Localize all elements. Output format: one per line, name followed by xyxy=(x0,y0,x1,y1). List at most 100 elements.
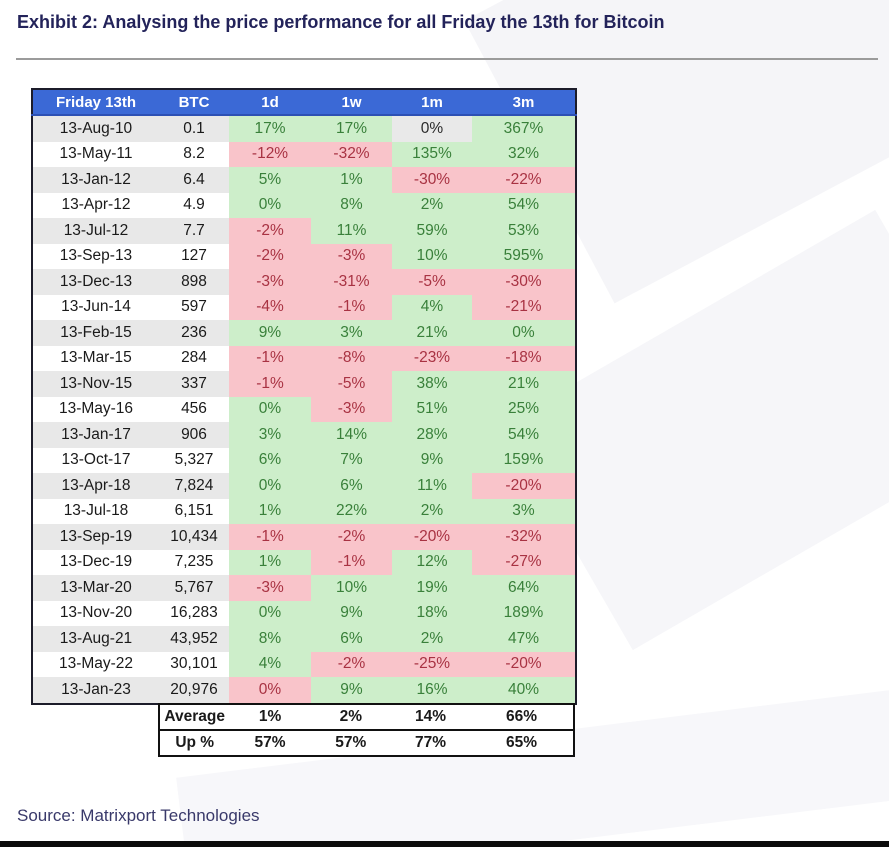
perf-cell: 54% xyxy=(472,192,576,218)
perf-cell: 17% xyxy=(311,115,392,142)
perf-cell: 0% xyxy=(229,600,311,626)
perf-cell: 159% xyxy=(472,447,576,473)
summary-value: 14% xyxy=(414,708,446,725)
summary-value: 57% xyxy=(335,734,367,751)
perf-cell: 0% xyxy=(392,115,472,142)
perf-cell: -22% xyxy=(472,167,576,193)
btc-price-cell: 5,327 xyxy=(159,447,229,473)
summary-value: 66% xyxy=(506,708,538,725)
perf-cell: -32% xyxy=(472,524,576,550)
perf-cell: 189% xyxy=(472,600,576,626)
perf-cell: 51% xyxy=(392,396,472,422)
perf-cell: -3% xyxy=(311,396,392,422)
table-row: 13-Dec-13 898 -3% -31% -5% -30% xyxy=(32,269,576,295)
perf-cell: -5% xyxy=(392,269,472,295)
perf-cell: -27% xyxy=(472,549,576,575)
date-cell: 13-Dec-13 xyxy=(32,269,159,295)
perf-cell: 25% xyxy=(472,396,576,422)
perf-cell: 28% xyxy=(392,422,472,448)
perf-cell: 3% xyxy=(311,320,392,346)
perf-cell: -12% xyxy=(229,141,311,167)
col-header-3m: 3m xyxy=(472,89,576,116)
perf-cell: 4% xyxy=(229,651,311,677)
btc-price-cell: 8.2 xyxy=(159,141,229,167)
table-row: 13-Jul-18 6,151 1% 22% 2% 3% xyxy=(32,498,576,524)
perf-cell: 1% xyxy=(229,549,311,575)
summary-average-row: Average 1% 2% 14% 66% xyxy=(158,703,575,731)
date-cell: 13-Mar-20 xyxy=(32,575,159,601)
table-row: 13-Nov-15 337 -1% -5% 38% 21% xyxy=(32,371,576,397)
perf-cell: 7% xyxy=(311,447,392,473)
perf-cell: 22% xyxy=(311,498,392,524)
perf-cell: 6% xyxy=(311,626,392,652)
summary-value: 77% xyxy=(414,734,446,751)
table-row: 13-May-16 456 0% -3% 51% 25% xyxy=(32,396,576,422)
date-cell: 13-Sep-13 xyxy=(32,243,159,269)
perf-cell: 0% xyxy=(229,396,311,422)
date-cell: 13-Apr-18 xyxy=(32,473,159,499)
btc-price-cell: 20,976 xyxy=(159,677,229,704)
perf-cell: -1% xyxy=(311,549,392,575)
summary-value: 65% xyxy=(506,734,538,751)
perf-cell: 11% xyxy=(311,218,392,244)
table-row: 13-May-22 30,101 4% -2% -25% -20% xyxy=(32,651,576,677)
perf-cell: -8% xyxy=(311,345,392,371)
btc-price-cell: 16,283 xyxy=(159,600,229,626)
summary-label: Up % xyxy=(175,734,215,751)
perf-cell: -25% xyxy=(392,651,472,677)
perf-cell: 14% xyxy=(311,422,392,448)
btc-price-cell: 7.7 xyxy=(159,218,229,244)
perf-cell: 11% xyxy=(392,473,472,499)
table-body: 13-Aug-10 0.1 17% 17% 0% 367% 13-May-11 8.2 -12%… xyxy=(32,115,576,704)
perf-cell: 0% xyxy=(229,677,311,704)
btc-price-cell: 127 xyxy=(159,243,229,269)
table-row: 13-Jan-12 6.4 5% 1% -30% -22% xyxy=(32,167,576,193)
date-cell: 13-Feb-15 xyxy=(32,320,159,346)
perf-cell: 367% xyxy=(472,115,576,142)
table-row: 13-Sep-19 10,434 -1% -2% -20% -32% xyxy=(32,524,576,550)
perf-cell: -20% xyxy=(472,473,576,499)
friday13-performance-table: Friday 13th BTC 1d 1w 1m 3m 13-Aug-10 0.1… xyxy=(31,88,577,705)
perf-cell: 9% xyxy=(311,600,392,626)
perf-cell: 1% xyxy=(311,167,392,193)
perf-cell: 38% xyxy=(392,371,472,397)
date-cell: 13-Oct-17 xyxy=(32,447,159,473)
exhibit-title: Exhibit 2: Analysing the price performan… xyxy=(17,12,665,32)
perf-cell: -30% xyxy=(472,269,576,295)
perf-cell: -2% xyxy=(229,218,311,244)
table-row: 13-Aug-21 43,952 8% 6% 2% 47% xyxy=(32,626,576,652)
perf-cell: 21% xyxy=(472,371,576,397)
perf-cell: 9% xyxy=(229,320,311,346)
perf-cell: 3% xyxy=(472,498,576,524)
perf-cell: 53% xyxy=(472,218,576,244)
date-cell: 13-Sep-19 xyxy=(32,524,159,550)
perf-cell: 47% xyxy=(472,626,576,652)
btc-price-cell: 4.9 xyxy=(159,192,229,218)
table-row: 13-Nov-20 16,283 0% 9% 18% 189% xyxy=(32,600,576,626)
summary-up-row: Up % 57% 57% 77% 65% xyxy=(158,729,575,757)
btc-price-cell: 7,824 xyxy=(159,473,229,499)
perf-cell: -2% xyxy=(311,524,392,550)
btc-price-cell: 43,952 xyxy=(159,626,229,652)
btc-price-cell: 337 xyxy=(159,371,229,397)
perf-cell: -3% xyxy=(229,575,311,601)
perf-cell: 59% xyxy=(392,218,472,244)
perf-cell: -20% xyxy=(472,651,576,677)
col-header-1w: 1w xyxy=(311,89,392,116)
btc-price-cell: 236 xyxy=(159,320,229,346)
perf-cell: -18% xyxy=(472,345,576,371)
btc-price-cell: 6.4 xyxy=(159,167,229,193)
perf-cell: 0% xyxy=(229,192,311,218)
perf-cell: -21% xyxy=(472,294,576,320)
table-row: 13-Sep-13 127 -2% -3% 10% 595% xyxy=(32,243,576,269)
summary-value: 1% xyxy=(258,708,282,725)
perf-cell: 12% xyxy=(392,549,472,575)
perf-cell: 0% xyxy=(229,473,311,499)
date-cell: 13-Apr-12 xyxy=(32,192,159,218)
summary-value: 2% xyxy=(339,708,362,725)
perf-cell: 1% xyxy=(229,498,311,524)
perf-cell: -30% xyxy=(392,167,472,193)
date-cell: 13-May-11 xyxy=(32,141,159,167)
btc-price-cell: 0.1 xyxy=(159,115,229,142)
